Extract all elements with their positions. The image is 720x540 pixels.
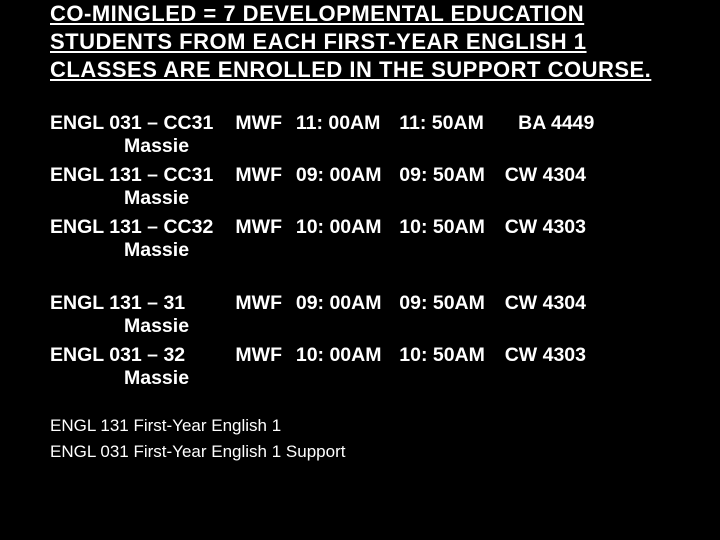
schedule-row: ENGL 031 – CC31 MWF 11: 00AM 11: 50AM BA…: [50, 112, 670, 135]
cell-start: 09: 00AM: [296, 292, 394, 315]
legend-line: ENGL 131 First-Year English 1: [50, 416, 670, 436]
legend: ENGL 131 First-Year English 1 ENGL 031 F…: [50, 416, 670, 462]
cell-room: CW 4303: [505, 344, 586, 367]
cell-days: MWF: [235, 292, 290, 315]
cell-course: ENGL 131 – CC32: [50, 216, 230, 239]
cell-instructor: Massie: [124, 367, 670, 390]
schedule-row: ENGL 131 – CC32 MWF 10: 00AM 10: 50AM CW…: [50, 216, 670, 239]
cell-start: 10: 00AM: [296, 216, 394, 239]
cell-course: ENGL 131 – CC31: [50, 164, 230, 187]
cell-instructor: Massie: [124, 135, 670, 158]
cell-course: ENGL 031 – 32: [50, 344, 230, 367]
legend-line: ENGL 031 First-Year English 1 Support: [50, 442, 670, 462]
cell-start: 10: 00AM: [296, 344, 394, 367]
cell-room: BA 4449: [518, 112, 594, 135]
schedule-block-2: ENGL 131 – 31 MWF 09: 00AM 09: 50AM CW 4…: [50, 292, 670, 390]
slide-title: CO-MINGLED = 7 DEVELOPMENTAL EDUCATION S…: [50, 0, 670, 84]
cell-room: CW 4303: [505, 216, 586, 239]
block-gap: [50, 268, 670, 292]
schedule-row: ENGL 131 – 31 MWF 09: 00AM 09: 50AM CW 4…: [50, 292, 670, 315]
cell-room: CW 4304: [505, 164, 586, 187]
cell-start: 11: 00AM: [296, 112, 394, 135]
cell-course: ENGL 131 – 31: [50, 292, 230, 315]
slide: CO-MINGLED = 7 DEVELOPMENTAL EDUCATION S…: [0, 0, 720, 540]
cell-course: ENGL 031 – CC31: [50, 112, 230, 135]
cell-room: CW 4304: [505, 292, 586, 315]
schedule-row: ENGL 131 – CC31 MWF 09: 00AM 09: 50AM CW…: [50, 164, 670, 187]
cell-days: MWF: [235, 164, 290, 187]
cell-end: 10: 50AM: [399, 216, 499, 239]
cell-end: 10: 50AM: [399, 344, 499, 367]
schedule-row: ENGL 031 – 32 MWF 10: 00AM 10: 50AM CW 4…: [50, 344, 670, 367]
cell-days: MWF: [235, 344, 290, 367]
cell-instructor: Massie: [124, 239, 670, 262]
cell-start: 09: 00AM: [296, 164, 394, 187]
cell-days: MWF: [235, 112, 290, 135]
cell-days: MWF: [235, 216, 290, 239]
cell-end: 09: 50AM: [399, 164, 499, 187]
cell-instructor: Massie: [124, 187, 670, 210]
cell-end: 11: 50AM: [399, 112, 499, 135]
cell-end: 09: 50AM: [399, 292, 499, 315]
schedule-block-1: ENGL 031 – CC31 MWF 11: 00AM 11: 50AM BA…: [50, 112, 670, 262]
cell-instructor: Massie: [124, 315, 670, 338]
